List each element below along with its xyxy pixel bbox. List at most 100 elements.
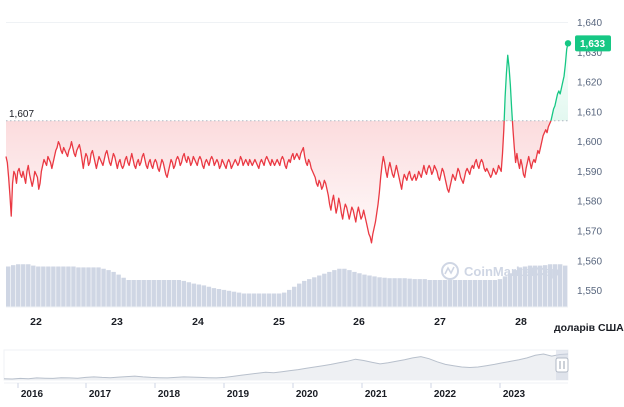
volume-bar xyxy=(512,270,518,307)
volume-bar xyxy=(452,280,458,307)
x-tick-label: 27 xyxy=(434,316,446,328)
volume-bar xyxy=(302,280,307,307)
volume-bar xyxy=(427,280,432,307)
volume-bar xyxy=(387,278,392,307)
volume-bar xyxy=(492,280,498,307)
volume-bar xyxy=(146,280,151,307)
navigator-area xyxy=(4,354,568,380)
volume-bar xyxy=(231,291,237,307)
y-tick-label: 1,580 xyxy=(577,197,602,208)
volume-bar xyxy=(537,265,543,307)
volume-bar xyxy=(161,280,166,307)
volume-bar xyxy=(241,293,247,307)
navigator-year-label: 2018 xyxy=(158,389,181,400)
volume-bar xyxy=(206,286,212,307)
volume-bar xyxy=(156,280,161,307)
volume-bar xyxy=(101,268,106,307)
coinmarketcap-logo-icon xyxy=(441,262,459,280)
volume-bar xyxy=(21,264,26,307)
volume-bar xyxy=(211,288,217,307)
volume-bar xyxy=(141,280,146,307)
x-tick-label: 24 xyxy=(192,316,204,328)
volume-bar xyxy=(256,293,262,307)
navigator[interactable]: 2016 2017 2018 2019 2020 2021 2022 2023 xyxy=(3,349,569,400)
volume-bar xyxy=(236,292,242,307)
x-tick-label: 25 xyxy=(273,316,285,328)
volume-bar xyxy=(71,266,76,307)
volume-bar xyxy=(337,268,342,307)
volume-bar xyxy=(507,273,513,307)
navigator-year-label: 2016 xyxy=(21,389,44,400)
volume-bar xyxy=(342,268,347,307)
volume-bar xyxy=(6,266,11,307)
volume-bar xyxy=(191,283,197,307)
navigator-year-label: 2022 xyxy=(434,389,457,400)
volume-bar xyxy=(487,280,493,307)
volume-bar xyxy=(527,265,533,307)
volume-bar xyxy=(297,283,302,307)
volume-bar xyxy=(76,267,81,307)
volume-bar xyxy=(31,265,36,307)
volume-bar xyxy=(412,279,417,307)
volume-bar xyxy=(307,279,312,307)
watermark: CoinMarketCap xyxy=(464,264,559,279)
volume-bar xyxy=(151,280,156,307)
volume-bar xyxy=(377,277,382,307)
volume-bar xyxy=(106,270,111,307)
volume-bar xyxy=(382,277,387,307)
volume-bar xyxy=(261,293,267,307)
volume-bar xyxy=(251,293,257,307)
x-axis: 22 23 24 25 26 27 28 xyxy=(6,306,568,328)
volume-bar xyxy=(271,293,277,307)
volume-bar xyxy=(517,267,523,307)
volume-bar xyxy=(372,276,377,307)
y-axis: 1,640 1,630 1,620 1,610 1,600 1,590 1,580 1,570… xyxy=(6,18,602,297)
volume-bar xyxy=(502,276,508,307)
x-tick-label: 26 xyxy=(353,316,365,328)
y-tick-label: 1,570 xyxy=(577,226,602,237)
volume-bar xyxy=(462,280,468,307)
volume-bar xyxy=(402,278,407,307)
volume-bar xyxy=(332,270,337,307)
volume-bar xyxy=(66,266,71,307)
volume-bar xyxy=(352,271,357,307)
reference-label: 1,607 xyxy=(9,109,34,120)
volume-bar xyxy=(41,266,46,307)
navigator-year-label: 2017 xyxy=(89,389,112,400)
x-tick-label: 23 xyxy=(111,316,123,328)
volume-bar xyxy=(437,280,442,307)
volume-bar xyxy=(246,293,252,307)
volume-bar xyxy=(46,266,51,307)
price-line xyxy=(5,43,569,244)
volume-bar xyxy=(116,274,121,307)
navigator-handle[interactable] xyxy=(555,357,569,373)
navigator-year-label: 2019 xyxy=(227,389,250,400)
volume-bar xyxy=(287,289,292,307)
volume-bar xyxy=(91,267,96,307)
volume-bar xyxy=(86,267,91,307)
navigator-line xyxy=(3,353,569,380)
volume-bar xyxy=(221,289,227,307)
volume-bar xyxy=(347,270,352,307)
y-tick-label: 1,640 xyxy=(577,18,602,29)
volume-bar xyxy=(81,267,86,307)
area-above-reference xyxy=(504,43,568,121)
current-price-label: 1,633 xyxy=(580,39,605,50)
y-unit-label: доларів США xyxy=(554,322,624,334)
y-tick-label: 1,590 xyxy=(577,167,602,178)
volume-bar xyxy=(196,284,202,307)
volume-bar xyxy=(56,266,61,307)
volume-bar xyxy=(96,267,101,307)
volume-bar xyxy=(367,275,372,307)
volume-bar xyxy=(292,286,297,307)
volume-bar xyxy=(171,280,177,307)
volume-bar xyxy=(266,293,272,307)
volume-bar xyxy=(542,265,548,307)
volume-bar xyxy=(482,280,488,307)
volume-bar xyxy=(121,277,126,307)
current-price-badge-bg xyxy=(575,35,611,52)
volume-bars xyxy=(6,264,568,307)
volume-bar xyxy=(201,285,207,307)
volume-bar xyxy=(176,280,182,307)
